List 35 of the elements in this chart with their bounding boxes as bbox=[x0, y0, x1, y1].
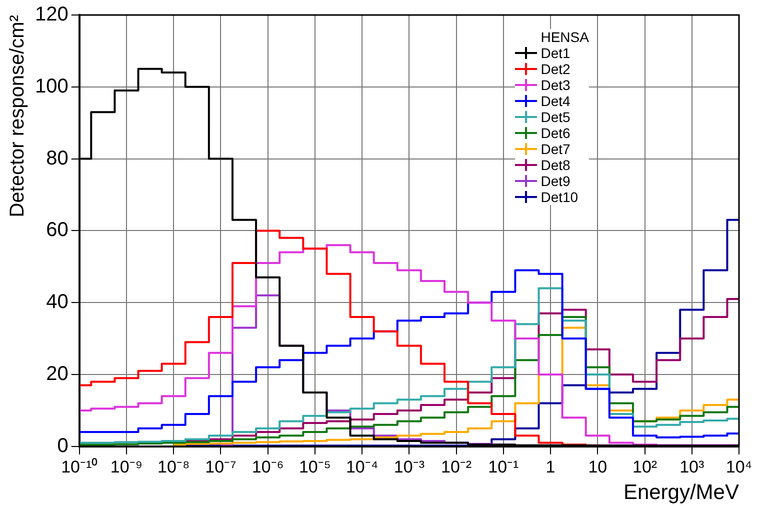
y-tick-label: 80 bbox=[46, 147, 68, 170]
legend-label: Det6 bbox=[540, 125, 570, 141]
y-tick-label: 0 bbox=[57, 434, 68, 457]
legend-label: Det1 bbox=[540, 45, 570, 61]
x-tick-label: 10⁻⁹ bbox=[110, 457, 143, 476]
x-tick-label: 10⁻² bbox=[441, 457, 472, 476]
x-tick-label: 10⁻⁷ bbox=[205, 457, 236, 476]
x-tick-label: 1 bbox=[546, 457, 556, 476]
y-tick-label: 40 bbox=[46, 291, 68, 314]
x-tick-label: 10⁴ bbox=[726, 457, 752, 476]
y-tick-label: 100 bbox=[34, 75, 68, 98]
x-axis-title: Energy/MeV bbox=[623, 481, 739, 504]
x-tick-label: 10⁻⁸ bbox=[158, 457, 190, 476]
legend-label: Det10 bbox=[540, 189, 578, 205]
y-tick-label: 60 bbox=[46, 219, 68, 242]
x-tick-label: 10³ bbox=[680, 457, 705, 476]
x-tick-label: 10⁻⁴ bbox=[346, 457, 378, 476]
y-tick-label: 120 bbox=[34, 4, 68, 26]
x-tick-label: 10 bbox=[588, 457, 608, 476]
legend-label: Det8 bbox=[540, 157, 570, 173]
x-tick-label: 10⁻⁵ bbox=[298, 457, 331, 476]
legend-label: Det7 bbox=[540, 141, 570, 157]
y-tick-label: 20 bbox=[46, 363, 68, 386]
y-axis-title: Detector response/cm² bbox=[6, 14, 29, 218]
legend-label: Det2 bbox=[540, 61, 570, 77]
x-tick-label: 10⁻¹⁰ bbox=[61, 457, 98, 476]
x-tick-label: 10² bbox=[632, 457, 658, 476]
x-tick-label: 10⁻¹ bbox=[488, 457, 520, 476]
legend-title: HENSA bbox=[540, 29, 589, 45]
legend-label: Det5 bbox=[540, 109, 570, 125]
legend-label: Det9 bbox=[540, 173, 570, 189]
x-tick-label: 10⁻⁶ bbox=[252, 457, 284, 476]
x-tick-label: 10⁻³ bbox=[394, 457, 425, 476]
legend-label: Det3 bbox=[540, 77, 570, 93]
legend-label: Det4 bbox=[540, 93, 570, 109]
